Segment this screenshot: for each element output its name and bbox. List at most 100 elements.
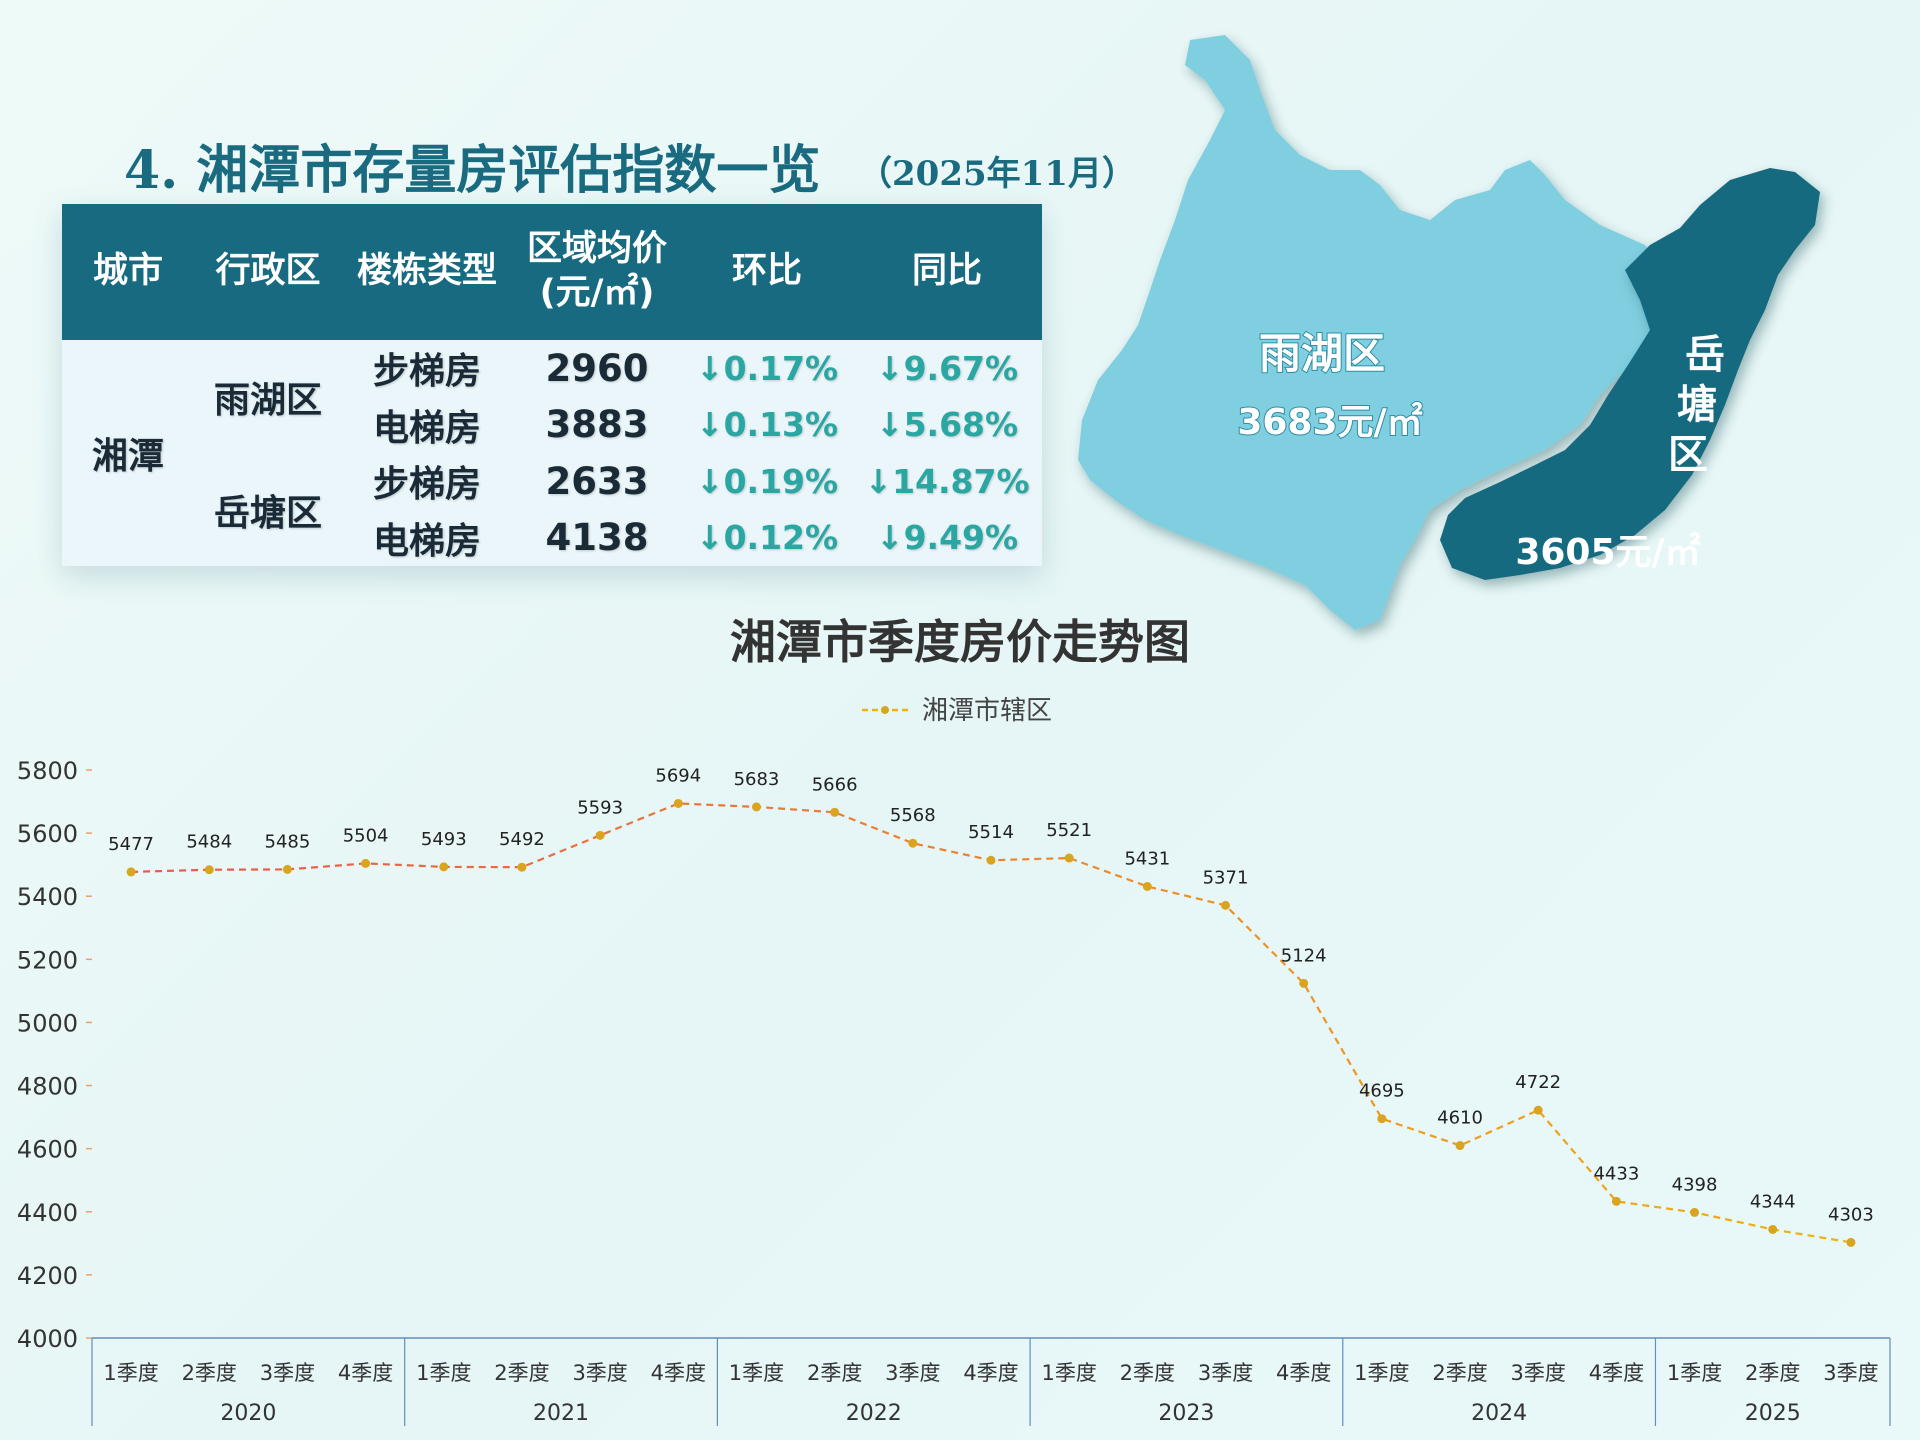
year-label: 2020 (220, 1401, 276, 1426)
y-tick-label: 5000 (17, 1009, 78, 1037)
data-point (673, 798, 683, 808)
year-label: 2025 (1745, 1401, 1801, 1426)
data-point (439, 862, 449, 872)
data-label: 5485 (265, 831, 311, 852)
price-cell: 2633 (545, 459, 649, 503)
x-tick-label: 1季度 (103, 1361, 158, 1385)
x-tick-label: 4季度 (1276, 1361, 1331, 1385)
x-tick-label: 1季度 (1041, 1361, 1096, 1385)
table-row: 电梯房 3883 ↓0.13% ↓5.68% (62, 397, 1042, 454)
data-label: 5666 (812, 774, 858, 795)
x-tick-label: 4季度 (1589, 1361, 1644, 1385)
y-tick-label: 4600 (17, 1136, 78, 1164)
yoy-cell: ↓9.49% (875, 518, 1019, 558)
district-map: 雨湖区 3683元/㎡ 岳 塘 区 3605元/㎡ (1078, 35, 1820, 630)
x-tick-label: 2季度 (494, 1361, 549, 1385)
data-point (830, 807, 840, 817)
x-tick-label: 3季度 (1511, 1361, 1566, 1385)
mom-cell: ↓0.13% (695, 405, 839, 445)
legend-label: 湘潭市辖区 (922, 696, 1052, 726)
x-tick-label: 2季度 (1745, 1361, 1800, 1385)
yuetang-district-label-line: 岳 (1685, 332, 1725, 378)
price-cell: 2960 (545, 346, 649, 390)
header-building-type: 楼栋类型 (342, 204, 512, 340)
yuetang-district-price: 3605元/㎡ (1515, 531, 1700, 573)
data-point (1533, 1105, 1543, 1115)
data-label: 4398 (1672, 1174, 1718, 1195)
yuetang-district-label-line: 区 (1668, 432, 1708, 478)
yuetang-district-label-line: 塘 (1677, 382, 1717, 428)
data-label: 5568 (890, 805, 936, 826)
data-point (986, 855, 996, 865)
yuhu-district-shape (1078, 35, 1680, 630)
x-tick-label: 3季度 (885, 1361, 940, 1385)
data-label: 4610 (1437, 1108, 1483, 1129)
x-tick-label: 1季度 (729, 1361, 784, 1385)
data-point (1768, 1224, 1778, 1234)
page-title: 4. 湘潭市存量房评估指数一览 (124, 140, 821, 201)
data-point (1455, 1141, 1465, 1151)
x-tick-label: 2季度 (182, 1361, 237, 1385)
data-point (1377, 1114, 1387, 1124)
x-tick-label: 4季度 (963, 1361, 1018, 1385)
yoy-cell: ↓9.67% (875, 348, 1019, 388)
x-tick-label: 3季度 (1198, 1361, 1253, 1385)
x-tick-label: 2季度 (1120, 1361, 1175, 1385)
legend-marker (881, 706, 889, 714)
data-label: 5484 (186, 832, 232, 853)
x-tick-label: 1季度 (416, 1361, 471, 1385)
x-tick-label: 2季度 (1432, 1361, 1487, 1385)
data-point (751, 802, 761, 812)
district-cell: 雨湖区 (213, 379, 322, 421)
y-tick-label: 5200 (17, 946, 78, 974)
data-label: 4695 (1359, 1081, 1405, 1102)
index-table: 城市 行政区 楼栋类型 区域均价 (元/㎡) 环比 同比 湘潭 雨湖区 步梯房 … (62, 204, 1042, 566)
data-point (1846, 1237, 1856, 1247)
year-label: 2022 (846, 1401, 902, 1426)
y-tick-label: 4200 (17, 1262, 78, 1290)
data-point (1064, 853, 1074, 863)
page-date: （2025年11月） (858, 154, 1136, 194)
header-mom: 环比 (682, 204, 852, 340)
table-row: 湘潭 雨湖区 步梯房 2960 ↓0.17% ↓9.67% (62, 340, 1042, 477)
data-point (1142, 881, 1152, 891)
data-point (595, 830, 605, 840)
year-label: 2021 (533, 1401, 589, 1426)
price-cell: 4138 (545, 516, 649, 560)
year-label: 2023 (1158, 1401, 1214, 1426)
table-row: 电梯房 4138 ↓0.12% ↓9.49% (62, 510, 1042, 567)
data-point (361, 858, 371, 868)
data-label: 5521 (1046, 820, 1092, 841)
y-tick-label: 4000 (17, 1325, 78, 1353)
mom-cell: ↓0.17% (695, 348, 839, 388)
chart-axes: 4000 4200 4400 4600 4800 5000 5200 5400 5600 5800… (17, 757, 1891, 1426)
header-city: 城市 (62, 204, 194, 340)
y-tick-label: 4800 (17, 1073, 78, 1101)
building-type-cell: 步梯房 (372, 351, 481, 393)
data-point (282, 864, 292, 874)
yuetang-district-shape (1440, 168, 1820, 580)
data-label: 4344 (1750, 1191, 1796, 1212)
x-tick-label: 4季度 (338, 1361, 393, 1385)
x-tick-label: 1季度 (1667, 1361, 1722, 1385)
data-point (1690, 1207, 1700, 1217)
city-cell: 湘潭 (91, 436, 164, 477)
x-tick-label: 1季度 (1354, 1361, 1409, 1385)
data-label: 5593 (577, 797, 623, 818)
data-label: 5694 (655, 765, 701, 786)
mom-cell: ↓0.12% (695, 518, 839, 558)
data-point (908, 838, 918, 848)
data-point (1221, 900, 1231, 910)
year-label: 2024 (1471, 1401, 1527, 1426)
yuhu-district-price: 3683元/㎡ (1237, 401, 1422, 443)
chart-title: 湘潭市季度房价走势图 (730, 615, 1190, 669)
district-cell: 岳塘区 (213, 492, 322, 534)
building-type-cell: 电梯房 (372, 520, 481, 562)
data-label: 5504 (343, 825, 389, 846)
chart-plot: 5477 5484 5485 5504 5493 5492 5593 5694 5683 5666… (108, 765, 1874, 1247)
x-tick-label: 2季度 (807, 1361, 862, 1385)
y-tick-label: 5800 (17, 757, 78, 785)
data-point (517, 862, 527, 872)
data-label: 5493 (421, 829, 467, 850)
header-avg-price: 区域均价 (元/㎡) (512, 204, 682, 340)
